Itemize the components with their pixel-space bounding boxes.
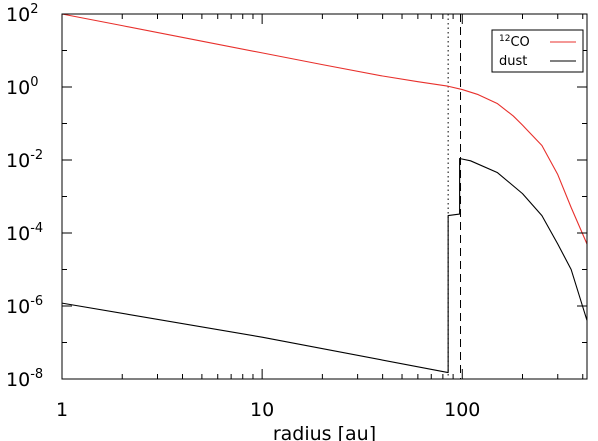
- y-tick-labels: 102 100 10-2 10-4 10-6 10-8: [6, 2, 43, 391]
- data-series: [61, 13, 588, 374]
- legend: 12CO dust: [491, 29, 584, 73]
- x-axis-title: radius [au]: [273, 423, 376, 441]
- y-tick-label: 10-2: [6, 148, 43, 172]
- series-line-12co: [61, 13, 588, 245]
- y-tick-label: 10-4: [6, 221, 43, 245]
- legend-box: [491, 29, 584, 73]
- plot-frame: [61, 13, 588, 380]
- y-tick-label: 102: [6, 2, 38, 26]
- y-tick-label: 10-8: [6, 367, 43, 391]
- legend-label: dust: [499, 54, 527, 69]
- vertical-reference-lines: [447, 14, 462, 379]
- x-tick-label: 1: [56, 399, 68, 421]
- x-tick-label: 100: [444, 399, 480, 421]
- y-tick-label: 100: [6, 75, 38, 99]
- x-tick-labels: 1 10 100: [56, 399, 480, 421]
- series-line-dust: [61, 157, 588, 374]
- x-tick-label: 10: [250, 399, 274, 421]
- legend-label: 12CO: [499, 34, 530, 50]
- y-tick-label: 10-6: [6, 294, 43, 318]
